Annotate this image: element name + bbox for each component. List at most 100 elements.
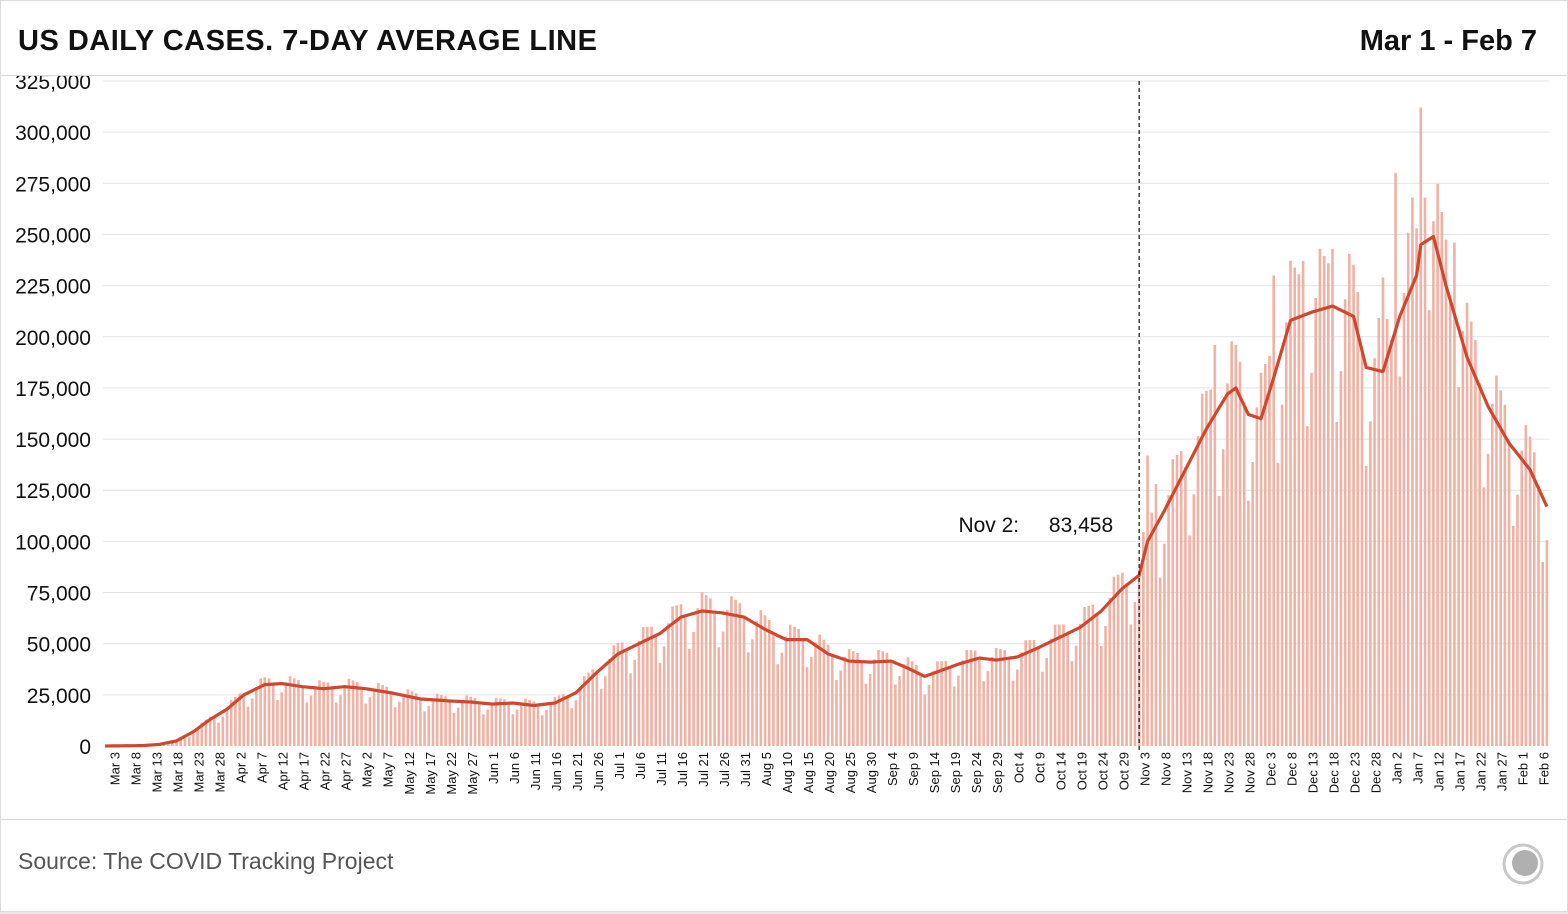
daily-bar [305,702,309,746]
daily-bar [326,682,330,746]
daily-bar [1532,452,1536,746]
x-tick-label: May 27 [465,752,480,795]
daily-bar [1394,173,1397,747]
daily-bar [1284,322,1288,746]
daily-bar [175,740,178,746]
daily-bar [410,691,414,746]
y-tick-label: 325,000 [15,76,91,94]
daily-bar [1381,277,1385,746]
daily-bar [1327,263,1330,746]
daily-bar [788,624,792,746]
y-tick-label: 300,000 [15,122,91,145]
chart-title: US DAILY CASES. 7-DAY AVERAGE LINE [18,25,598,57]
x-tick-label: Aug 15 [801,752,816,793]
daily-bar [1121,572,1124,746]
daily-bar [242,694,246,746]
daily-bar [1251,462,1254,746]
x-tick-label: May 2 [360,752,375,787]
daily-bar [431,698,435,746]
daily-bar [923,694,927,746]
daily-bar [1028,640,1032,746]
daily-bar [688,648,691,746]
daily-bar [1263,364,1267,746]
daily-bar [889,660,893,746]
daily-bar [864,683,868,746]
daily-bar [456,707,460,746]
daily-bar [667,623,670,746]
daily-bar [894,684,897,746]
daily-bar [696,608,700,746]
x-tick-label: Jan 2 [1390,752,1405,784]
daily-bar [486,709,489,746]
x-tick-label: Sep 4 [885,752,900,786]
x-tick-label: May 17 [423,752,438,795]
x-tick-label: May 7 [381,752,396,787]
daily-bar [944,661,948,746]
x-tick-label: Jul 6 [633,752,648,779]
date-range: Mar 1 - Feb 7 [1359,25,1537,57]
daily-bar [595,671,599,746]
daily-bar [1104,625,1107,746]
daily-bar [1268,355,1271,746]
daily-bar [961,660,964,746]
x-tick-label: Sep 29 [990,752,1005,793]
daily-bar [1305,426,1309,746]
daily-bar [818,634,821,746]
daily-bar [1507,440,1511,746]
daily-bar [263,677,267,746]
daily-bar [1343,299,1347,746]
daily-bar [393,707,397,746]
daily-bar [1301,261,1305,746]
daily-bar [1007,657,1011,746]
daily-bar [683,614,687,746]
x-tick-label: Jan 12 [1432,752,1447,791]
daily-bar [835,679,838,746]
daily-bar [725,609,729,746]
daily-bar [994,648,998,746]
daily-bar [910,661,914,746]
daily-bar [536,704,540,746]
daily-bar [877,649,880,746]
daily-bar [217,722,220,746]
daily-bar [826,644,830,746]
x-tick-label: Jun 16 [549,752,564,791]
daily-bar [301,686,304,746]
daily-bar [936,661,939,746]
daily-bar [793,626,796,746]
cases-chart: 325,000 300,000 275,000 250,000 225,000 200,0… [15,76,1552,795]
x-tick-label: Jul 11 [654,752,669,786]
daily-bar [1432,221,1435,747]
daily-bar [461,700,464,746]
daily-bar [507,702,510,746]
daily-bar [183,736,187,746]
x-tick-label: Mar 8 [129,752,144,785]
x-tick-label: Aug 30 [864,752,879,793]
daily-bar [1545,540,1549,746]
daily-bar [1318,248,1322,746]
daily-bar [1398,376,1402,746]
daily-bar [1364,465,1368,746]
daily-bar [847,649,851,746]
ctp-logo-icon [1502,843,1544,885]
daily-bar [1314,297,1318,746]
daily-bar [1095,612,1099,746]
daily-bar [692,631,695,746]
annotation-layer: Nov 2: 83,458 [958,81,1140,750]
daily-bar [234,696,237,746]
daily-bar [1247,500,1250,746]
daily-bar [1448,295,1452,746]
x-tick-label: Dec 3 [1264,752,1279,786]
daily-bar [511,714,515,746]
daily-bar [1280,404,1284,746]
daily-bar [990,656,994,746]
x-tick-label: Nov 28 [1243,752,1258,793]
x-tick-label: Apr 12 [276,752,291,790]
daily-bar [1011,680,1015,746]
daily-bar [1188,535,1191,746]
daily-bar [709,598,712,746]
daily-bar [641,627,645,746]
x-tick-label: Jun 11 [528,752,543,790]
daily-bar [1541,562,1544,746]
daily-bar [1036,646,1040,746]
daily-bar [1045,658,1048,746]
